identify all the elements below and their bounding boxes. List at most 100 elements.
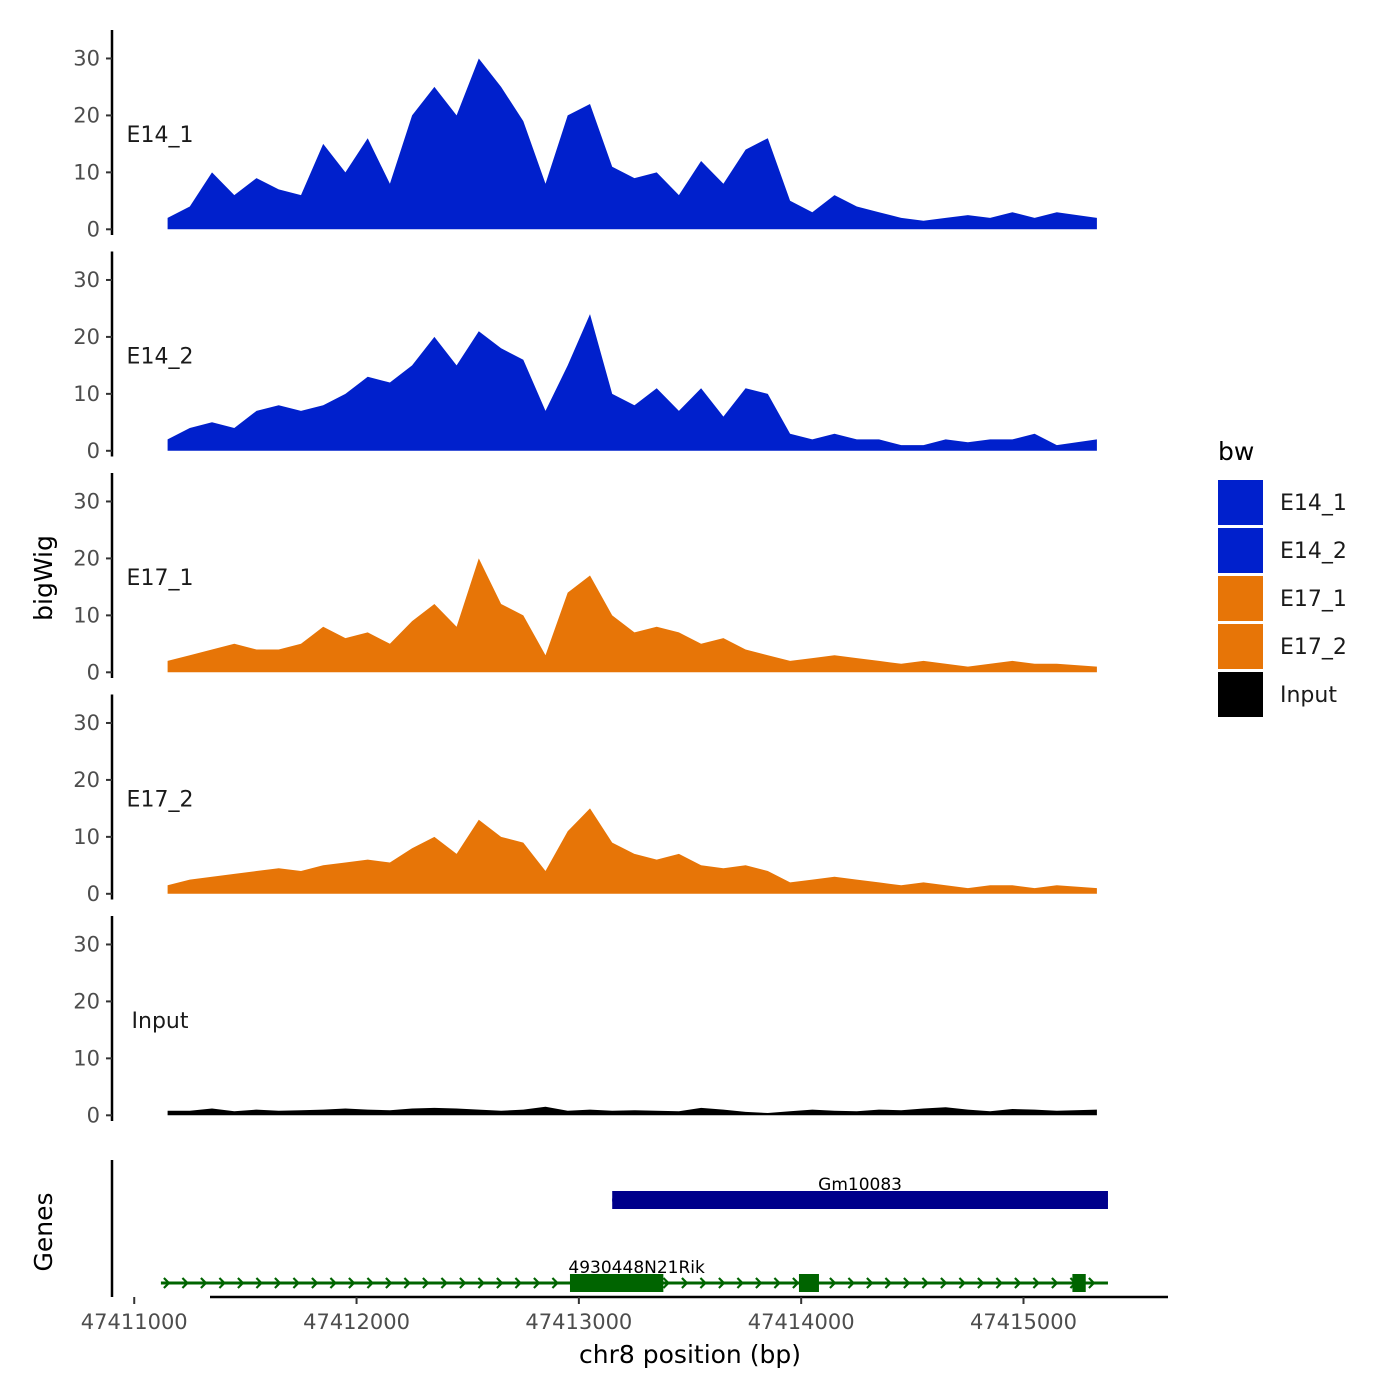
strand-arrow [1088,1277,1096,1289]
strand-arrow [718,1277,726,1289]
strand-arrow [681,1277,689,1289]
y-tick-label: 0 [87,1103,100,1127]
x-tick-label: 47412000 [303,1310,410,1334]
genes-axis-title: Genes [29,1192,58,1271]
legend-item-e17-1: E17_1 [1218,576,1347,621]
signal-area-e14-1 [167,58,1097,230]
signal-area-e14-2 [167,314,1097,451]
y-tick-label: 30 [73,932,100,956]
strand-arrow [422,1277,430,1289]
legend-item-e14-1: E14_1 [1218,480,1347,525]
legend-label: E14_1 [1280,491,1347,516]
y-tick-label: 0 [87,439,100,463]
strand-arrow [1014,1277,1022,1289]
y-tick-label: 30 [73,268,100,292]
y-tick-label: 10 [73,1046,100,1070]
legend-swatch [1218,480,1263,525]
strand-arrow [847,1277,855,1289]
strand-arrow [699,1277,707,1289]
y-tick-label: 30 [73,711,100,735]
legend-item-e17-2: E17_2 [1218,624,1347,669]
gene-label: Gm10083 [818,1175,902,1195]
strand-arrow [921,1277,929,1289]
gene-exon [569,1274,664,1292]
strand-arrow [440,1277,448,1289]
strand-arrow [792,1277,800,1289]
strand-arrow [755,1277,763,1289]
x-axis: 47411000 47412000 47413000 47414000 47415000 [81,1295,1168,1334]
strand-arrow [403,1277,411,1289]
x-tick-label: 47411000 [81,1310,188,1334]
y-tick-label: 0 [87,217,100,241]
strand-arrow [958,1277,966,1289]
signal-area-e17-1 [167,558,1097,673]
strand-arrow [829,1277,837,1289]
y-tick-label: 10 [73,603,100,627]
y-tick-label: 30 [73,489,100,513]
legend-label: Input [1280,683,1337,708]
strand-arrow [459,1277,467,1289]
track-e14-2: 0 10 20 30 E14_2 [73,251,1097,463]
legend-item-input: Input [1218,672,1337,717]
strand-arrow [329,1277,337,1289]
strand-arrow [200,1277,208,1289]
track-input: 0 10 20 30 Input [73,916,1097,1127]
legend-swatch [1218,528,1263,573]
y-tick-label: 0 [87,882,100,906]
signal-area-e17-2 [167,808,1097,894]
strand-arrow [274,1277,282,1289]
x-tick-label: 47413000 [525,1310,632,1334]
track-label: Input [132,1009,189,1034]
strand-arrow [866,1277,874,1289]
track-e14-1: 0 10 20 30 E14_1 [73,30,1097,241]
track-label: E14_2 [127,345,194,370]
track-label: E17_2 [127,788,194,813]
strand-arrow [496,1277,504,1289]
y-tick-label: 20 [73,546,100,570]
strand-arrow [903,1277,911,1289]
gene-exon [798,1274,819,1292]
strand-arrow [292,1277,300,1289]
strand-arrow [977,1277,985,1289]
y-tick-label: 10 [73,825,100,849]
track-e17-1: 0 10 20 30 E17_1 [73,473,1097,684]
strand-arrow [366,1277,374,1289]
track-panels: 0 10 20 30 E14_1 0 10 20 30 E14_2 0 10 20 30 E17_1 0 10 2… [73,30,1097,1127]
strand-arrow [514,1277,522,1289]
track-e17-2: 0 10 20 30 E17_2 [73,694,1097,906]
legend-swatch [1218,624,1263,669]
strand-arrow [773,1277,781,1289]
strand-arrow [995,1277,1003,1289]
legend-label: E14_2 [1280,539,1347,564]
y-tick-label: 0 [87,660,100,684]
strand-arrow [385,1277,393,1289]
strand-arrow [218,1277,226,1289]
legend-swatch [1218,576,1263,621]
strand-arrow [477,1277,485,1289]
strand-arrow [884,1277,892,1289]
strand-arrow [533,1277,541,1289]
legend-label: E17_1 [1280,587,1347,612]
strand-arrow [163,1277,171,1289]
strand-arrow [1032,1277,1040,1289]
strand-arrow [311,1277,319,1289]
legend-item-e14-2: E14_2 [1218,528,1347,573]
y-axis-title: bigWig [29,535,58,621]
x-tick-label: 47414000 [748,1310,855,1334]
legend-title: bw [1218,437,1254,466]
y-tick-label: 30 [73,46,100,70]
gene-exon [612,1191,1108,1209]
x-axis-title: chr8 position (bp) [579,1340,801,1369]
strand-arrow [348,1277,356,1289]
gene-4930448n21rik: 4930448N21Rik [160,1258,1108,1292]
track-label: E17_1 [127,566,194,591]
gene-label: 4930448N21Rik [568,1258,705,1278]
strand-arrow [255,1277,263,1289]
strand-arrow [181,1277,189,1289]
y-tick-label: 20 [73,989,100,1013]
y-tick-label: 10 [73,382,100,406]
gene-gm10083: Gm10083 [612,1175,1108,1209]
legend-swatch [1218,672,1263,717]
y-tick-label: 20 [73,325,100,349]
